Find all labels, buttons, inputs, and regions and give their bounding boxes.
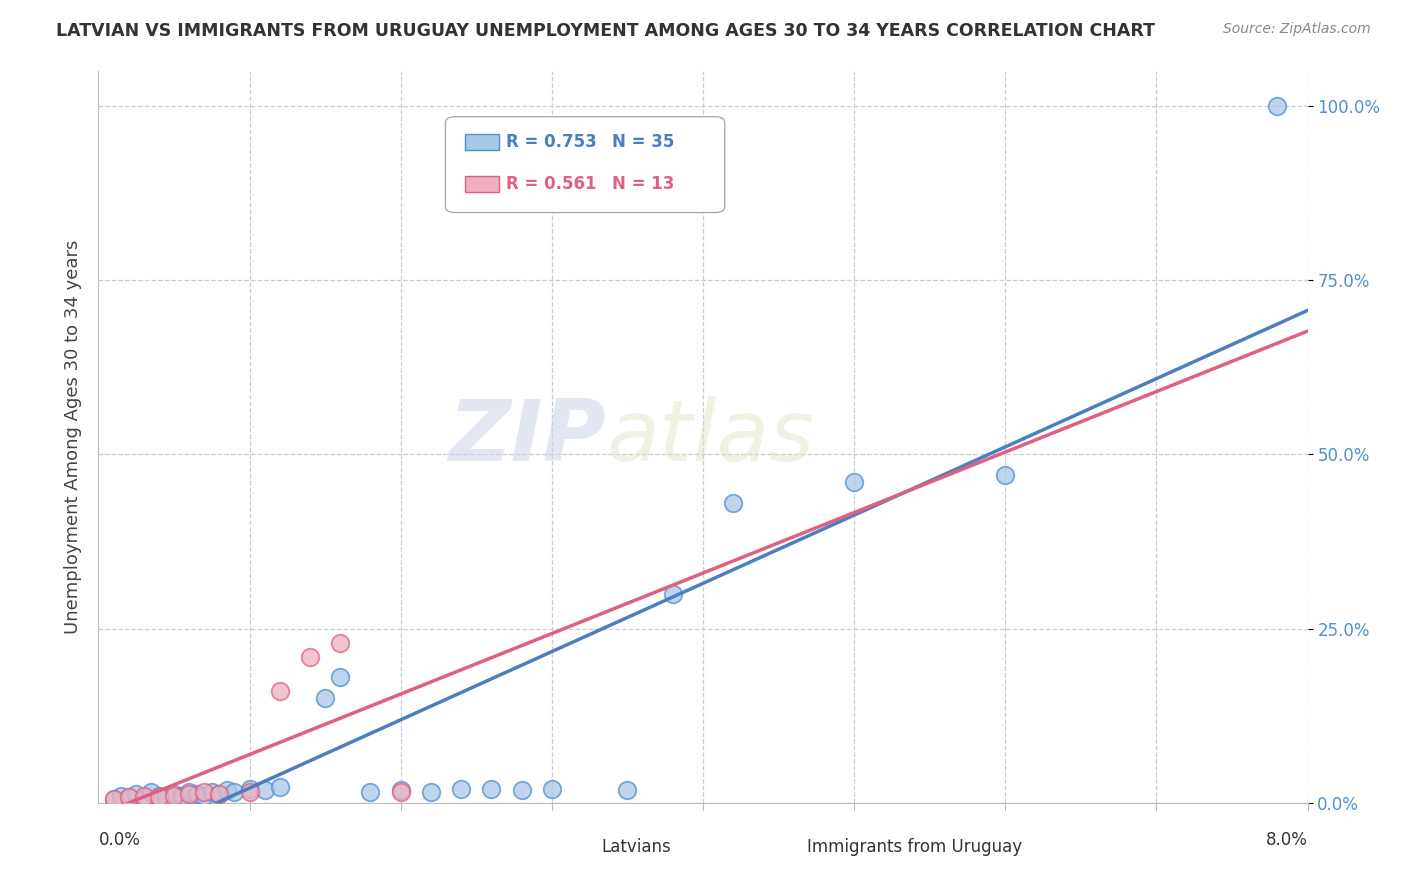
Point	[269, 684, 291, 698]
Point	[994, 468, 1017, 483]
Point	[510, 783, 533, 797]
Point	[163, 788, 186, 802]
Point	[118, 790, 141, 805]
Point	[215, 783, 238, 797]
FancyBboxPatch shape	[446, 117, 724, 212]
Point	[314, 691, 336, 706]
Point	[208, 788, 231, 802]
Point	[103, 792, 125, 806]
Point	[253, 783, 276, 797]
Bar	[465, 135, 499, 151]
Point	[481, 781, 503, 796]
Point	[844, 475, 866, 490]
Bar	[564, 840, 595, 854]
Point	[616, 783, 638, 797]
Point	[420, 785, 443, 799]
Text: N = 35: N = 35	[613, 133, 675, 152]
Point	[179, 788, 201, 802]
Bar	[769, 840, 800, 854]
Text: R = 0.561: R = 0.561	[506, 175, 596, 193]
Text: Immigrants from Uruguay: Immigrants from Uruguay	[807, 838, 1022, 855]
Point	[329, 635, 352, 649]
Point	[389, 785, 412, 799]
Point	[540, 781, 562, 796]
Point	[193, 785, 215, 799]
Point	[132, 792, 155, 806]
Text: ZIP: ZIP	[449, 395, 606, 479]
Point	[208, 788, 231, 802]
Point	[661, 587, 683, 601]
Point	[186, 788, 208, 802]
Point	[110, 789, 132, 803]
Point	[329, 670, 352, 684]
Text: 8.0%: 8.0%	[1265, 830, 1308, 848]
Text: LATVIAN VS IMMIGRANTS FROM URUGUAY UNEMPLOYMENT AMONG AGES 30 TO 34 YEARS CORREL: LATVIAN VS IMMIGRANTS FROM URUGUAY UNEMP…	[56, 22, 1156, 40]
Point	[148, 789, 170, 803]
Point	[148, 790, 170, 805]
Point	[170, 789, 193, 803]
Text: N = 13: N = 13	[613, 175, 675, 193]
Text: Latvians: Latvians	[602, 838, 671, 855]
Point	[155, 790, 177, 805]
Text: Source: ZipAtlas.com: Source: ZipAtlas.com	[1223, 22, 1371, 37]
Point	[201, 785, 224, 799]
Point	[1267, 99, 1289, 113]
Point	[132, 789, 155, 803]
Point	[141, 785, 163, 799]
Point	[163, 789, 186, 803]
Text: atlas: atlas	[606, 395, 814, 479]
Point	[103, 792, 125, 806]
Y-axis label: Unemployment Among Ages 30 to 34 years: Unemployment Among Ages 30 to 34 years	[63, 240, 82, 634]
Point	[269, 780, 291, 795]
Point	[723, 496, 745, 510]
Point	[118, 790, 141, 805]
Bar	[465, 176, 499, 192]
Point	[299, 649, 322, 664]
Point	[179, 785, 201, 799]
Text: 0.0%: 0.0%	[98, 830, 141, 848]
Point	[125, 788, 148, 802]
Point	[193, 789, 215, 803]
Point	[360, 785, 382, 799]
Point	[239, 785, 262, 799]
Text: R = 0.753: R = 0.753	[506, 133, 596, 152]
Point	[239, 781, 262, 796]
Point	[450, 781, 472, 796]
Point	[224, 785, 246, 799]
Point	[389, 783, 412, 797]
